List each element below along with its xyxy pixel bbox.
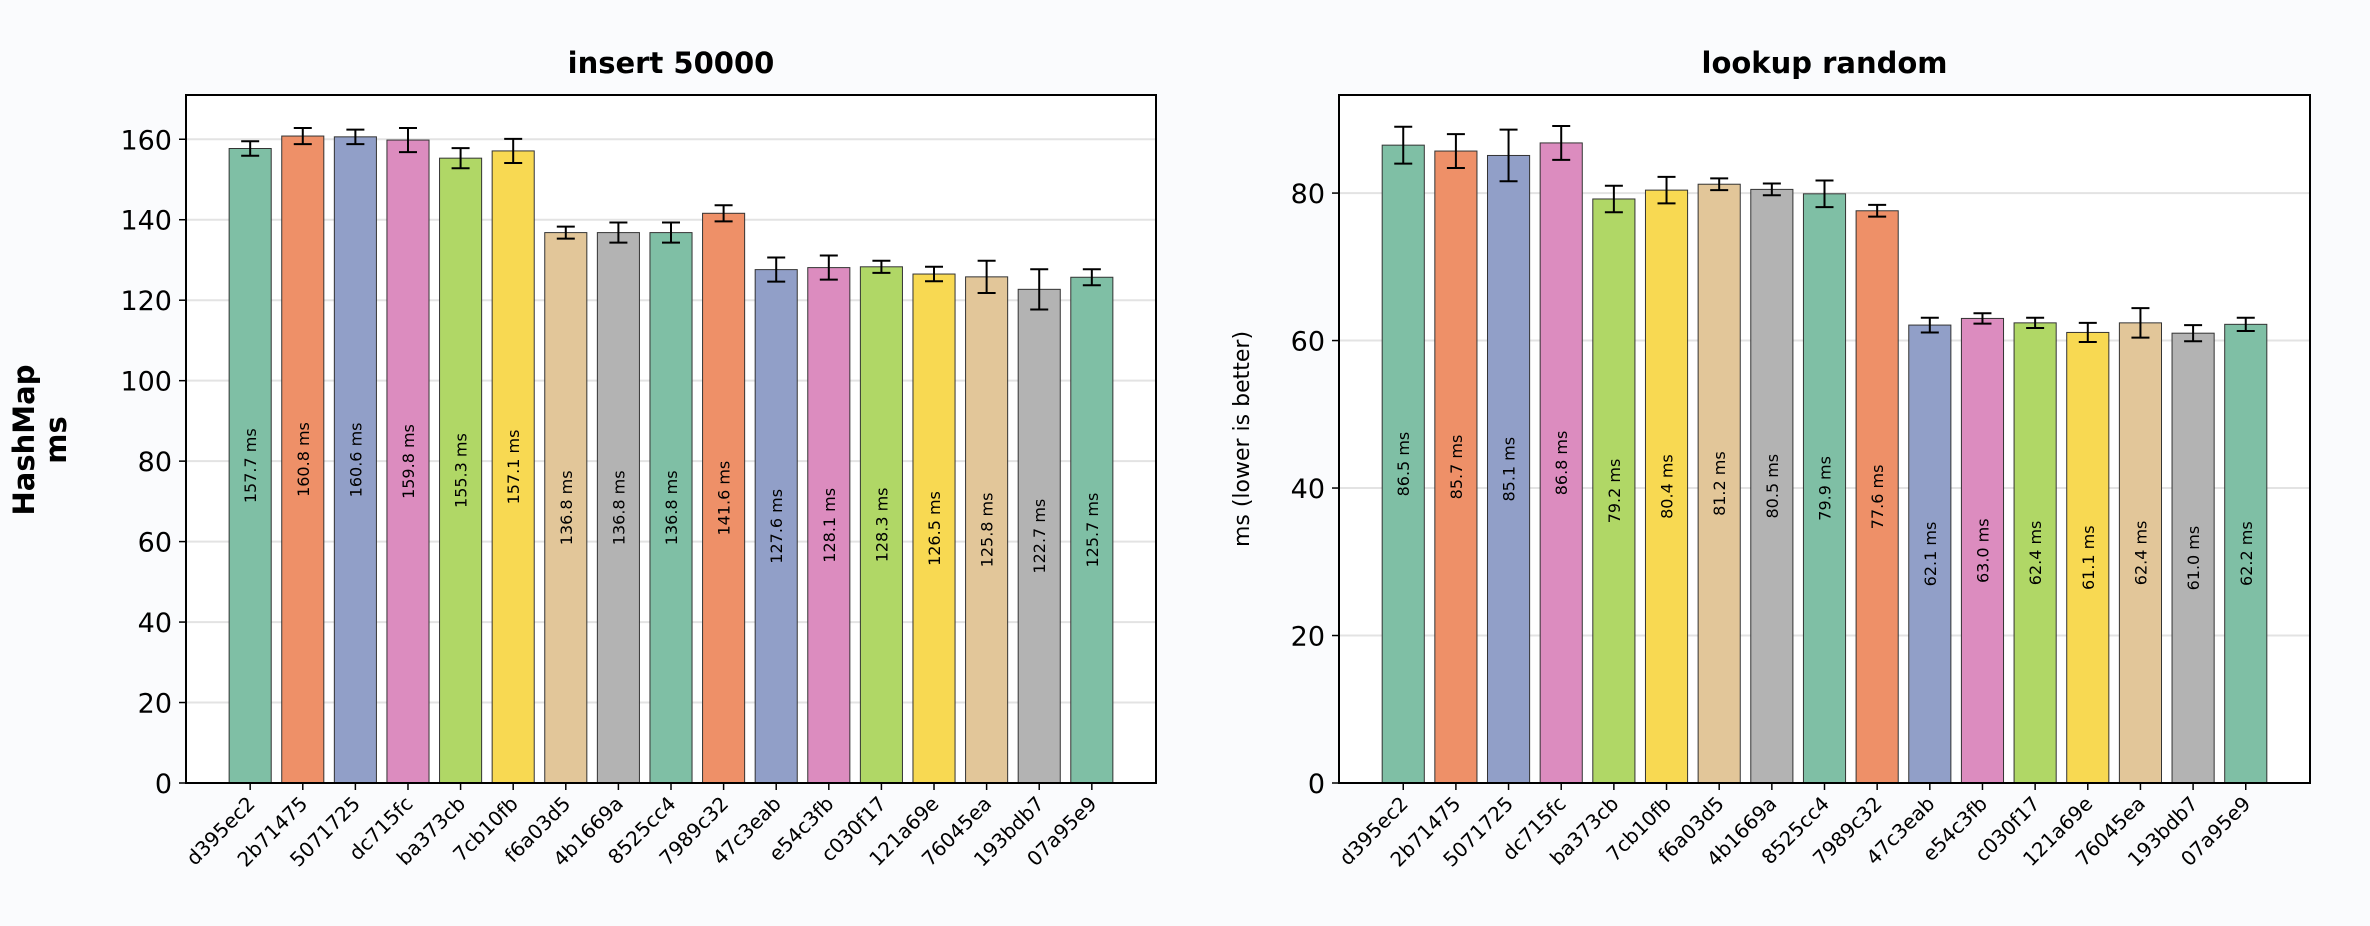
y-tick-label: 20 xyxy=(1291,622,1325,653)
bar xyxy=(228,148,272,784)
bar-value-label: 125.8 ms xyxy=(978,493,997,568)
bar xyxy=(2224,323,2268,784)
bar xyxy=(1750,188,1794,784)
bar-value-label: 79.9 ms xyxy=(1816,456,1835,521)
row-label-ms: ms xyxy=(39,416,73,463)
bar-value-label: 159.8 ms xyxy=(399,424,418,499)
bar xyxy=(2171,332,2215,784)
bar xyxy=(491,150,535,784)
bar xyxy=(1539,142,1583,784)
bar-value-label: 85.1 ms xyxy=(1500,437,1519,502)
bar-value-label: 136.8 ms xyxy=(557,470,576,545)
y-tick-label: 160 xyxy=(120,125,172,156)
y-tick-label: 100 xyxy=(120,367,172,398)
bar xyxy=(1855,210,1899,784)
y-tick-label: 40 xyxy=(1291,474,1325,505)
bar-value-label: 86.8 ms xyxy=(1552,431,1571,496)
bar-value-label: 62.4 ms xyxy=(2026,521,2045,586)
bar-value-label: 126.5 ms xyxy=(925,491,944,566)
bar xyxy=(1908,324,1952,784)
y-tick-label: 40 xyxy=(138,608,172,639)
bar-value-label: 160.8 ms xyxy=(294,422,313,497)
bar-value-label: 77.6 ms xyxy=(1868,465,1887,530)
bar xyxy=(1960,317,2005,784)
bar-value-label: 141.6 ms xyxy=(715,461,734,536)
row-label-hashmap: HashMap xyxy=(7,365,41,516)
bar-value-label: 80.4 ms xyxy=(1658,454,1677,519)
bar xyxy=(965,276,1009,784)
bar-value-label: 79.2 ms xyxy=(1605,459,1624,524)
bar xyxy=(333,136,377,784)
y-tick-label: 0 xyxy=(1308,769,1325,800)
bar-value-label: 122.7 ms xyxy=(1030,499,1049,574)
bar xyxy=(702,212,746,784)
y-tick-label: 60 xyxy=(1291,327,1325,358)
bar-value-label: 160.6 ms xyxy=(346,423,365,498)
bar-value-label: 62.1 ms xyxy=(1921,522,1940,587)
bar-value-label: 63.0 ms xyxy=(1973,518,1992,583)
y-tick-label: 120 xyxy=(120,286,172,317)
y-tick-label: 60 xyxy=(138,528,172,559)
bar-value-label: 157.1 ms xyxy=(504,430,523,505)
bar-value-label: 127.6 ms xyxy=(767,489,786,564)
bar-value-label: 128.1 ms xyxy=(820,488,839,563)
bar xyxy=(1697,183,1741,784)
bar-value-label: 128.3 ms xyxy=(872,487,891,562)
y-tick-label: 80 xyxy=(1291,179,1325,210)
y-axis-label: ms (lower is better) xyxy=(1230,331,1255,547)
bar xyxy=(1070,276,1114,784)
bar xyxy=(1486,154,1531,784)
bar xyxy=(1381,144,1425,784)
bar xyxy=(386,139,430,784)
bar xyxy=(1434,150,1478,784)
chart-title: insert 50000 xyxy=(568,46,775,80)
bar xyxy=(912,273,956,784)
bar-value-label: 155.3 ms xyxy=(452,433,471,508)
bar-value-label: 80.5 ms xyxy=(1763,454,1782,519)
bar-value-label: 62.4 ms xyxy=(2131,521,2150,586)
bar-value-label: 85.7 ms xyxy=(1447,435,1466,500)
bar-value-label: 62.2 ms xyxy=(2237,521,2256,586)
bar xyxy=(544,232,588,784)
axes-frame xyxy=(1338,94,2311,784)
y-tick-label: 80 xyxy=(138,447,172,478)
axes-frame xyxy=(185,94,1157,784)
bar-value-label: 125.7 ms xyxy=(1083,493,1102,568)
bar-value-label: 61.1 ms xyxy=(2079,525,2098,590)
bar-value-label: 86.5 ms xyxy=(1394,432,1413,497)
bar-value-label: 157.7 ms xyxy=(241,428,260,503)
bar xyxy=(649,232,693,784)
bar-value-label: 61.0 ms xyxy=(2184,526,2203,591)
y-tick-label: 140 xyxy=(120,206,172,237)
y-tick-label: 20 xyxy=(138,689,172,720)
bar-value-label: 136.8 ms xyxy=(662,470,681,545)
bar-value-label: 136.8 ms xyxy=(609,470,628,545)
chart-title: lookup random xyxy=(1702,46,1948,80)
bar-value-label: 81.2 ms xyxy=(1710,451,1729,516)
bar xyxy=(2013,322,2057,784)
y-tick-label: 0 xyxy=(155,769,172,800)
